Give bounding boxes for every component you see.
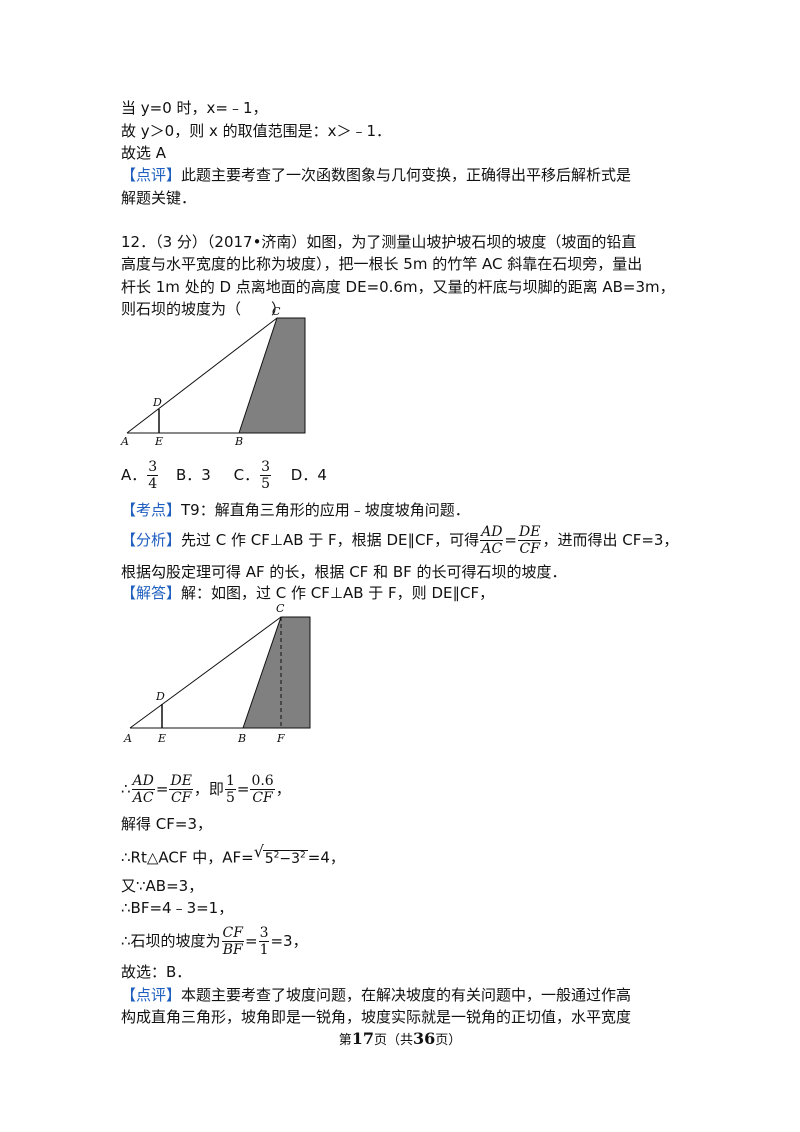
fraction-06-cf: 0.6 CF [250, 773, 275, 806]
solution-text: ， [275, 780, 291, 798]
options-row: A． 3 4 B．3 C． 3 5 D．4 [121, 458, 327, 492]
kaodian-line: 【考点】T9：解直角三角形的应用﹣坡度坡角问题． [121, 500, 470, 520]
label-a: A [123, 732, 132, 745]
jieda-tag: 【解答】 [121, 584, 182, 602]
label-c: C [272, 305, 281, 318]
therefore-symbol: ∴ [121, 780, 131, 798]
solution-line-3: ∴Rt△ACF 中，AF= √ 52−32 =4， [121, 842, 345, 869]
solution-text: ∴石坝的坡度为 [121, 932, 221, 950]
equals-sign: = [155, 780, 169, 798]
solution-line-5: ∴BF=4﹣3=1， [121, 899, 234, 917]
solution-text: =4， [307, 848, 345, 867]
text-line: 解题关键． [121, 189, 197, 207]
dianping-line: 【点评】本题主要考查了坡度问题，在解决坡度的有关问题中，一般通过作高 [121, 985, 631, 1005]
fenxi-text-1: 先过 C 作 CF⊥AB 于 F，根据 DE∥CF，可得 [181, 531, 480, 549]
solution-text: =3， [270, 932, 308, 950]
option-d: D．4 [290, 466, 327, 484]
kaodian-tag: 【考点】 [121, 501, 182, 519]
text-line: 故选 A [121, 144, 167, 162]
label-c: C [276, 602, 285, 615]
figure-slope-dam-solution: A E B F D C [123, 602, 311, 745]
solution-text: ∴Rt△ACF 中，AF= [121, 848, 254, 867]
dianping-tag: 【点评】 [121, 986, 182, 1004]
label-e: E [157, 732, 166, 745]
label-b: B [234, 435, 243, 448]
comment-text: 此题主要考查了一次函数图象与几何变换，正确得出平移后解析式是 [181, 166, 632, 184]
comment-line: 【点评】此题主要考查了一次函数图象与几何变换，正确得出平移后解析式是 [121, 165, 631, 185]
dam-shape [242, 616, 311, 729]
question-line: 杆长 1m 处的 D 点离地面的高度 DE=0.6m，又量的杆底与坝脚的距离 A… [121, 278, 675, 296]
solution-line-2: 解得 CF=3， [121, 815, 212, 833]
footer-text: 第 [338, 1033, 352, 1048]
question-line: 高度与水平宽度的比称为坡度），把一根长 5m 的竹竿 AC 斜靠在石坝旁，量出 [121, 255, 643, 273]
fenxi-line: 【分析】先过 C 作 CF⊥AB 于 F，根据 DE∥CF，可得 AD AC = DE C… [121, 522, 678, 558]
label-e: E [154, 435, 163, 448]
label-d: D [152, 396, 162, 409]
fraction-de-cf: DE CF [169, 773, 193, 806]
page-footer: 第17页（共36页） [0, 1029, 800, 1048]
page-number: 17 [351, 1029, 374, 1048]
equals-sign: = [244, 932, 258, 950]
jieda-line: 【解答】解：如图，过 C 作 CF⊥AB 于 F，则 DE∥CF， [121, 583, 494, 603]
jieda-text: 解：如图，过 C 作 CF⊥AB 于 F，则 DE∥CF， [181, 584, 495, 602]
dianping-text: 本题主要考查了坡度问题，在解决坡度的有关问题中，一般通过作高 [181, 986, 632, 1004]
fraction-cf-bf: CF BF [221, 925, 244, 958]
fraction-de-cf: DE CF [518, 524, 542, 557]
fenxi-tag: 【分析】 [121, 531, 182, 549]
option-a-label: A． [121, 466, 147, 484]
option-c-label: C． [233, 466, 260, 484]
solution-line-7: 故选：B． [121, 963, 192, 981]
equals-sign: = [504, 531, 517, 549]
solution-line-4: 又∵AB=3， [121, 877, 204, 895]
solution-text: ，即 [193, 780, 224, 798]
solution-line-1: ∴ AD AC = DE CF ，即 1 5 = 0.6 CF， [121, 770, 291, 808]
kaodian-text: T9：解直角三角形的应用﹣坡度坡角问题． [181, 501, 470, 519]
pole-line [126, 317, 278, 434]
dam-shape [238, 317, 306, 434]
option-b: B．3 [175, 466, 211, 484]
footer-text: 页（共 [373, 1033, 413, 1048]
pole-line [129, 616, 282, 729]
square-root: √ 52−32 [253, 842, 308, 867]
solution-line-6: ∴石坝的坡度为 CF BF = 3 1 =3， [121, 922, 308, 960]
footer-text: 页） [435, 1033, 462, 1048]
fraction-ad-ac: AD AC [131, 773, 155, 806]
text-line: 故 y＞0，则 x 的取值范围是：x＞﹣1． [121, 122, 392, 140]
fenxi-line-2: 根据勾股定理可得 AF 的长，根据 CF 和 BF 的长可得石坝的坡度． [121, 563, 567, 581]
equals-sign: = [236, 780, 250, 798]
figure-slope-dam: A E B D C [120, 305, 306, 448]
fenxi-text-2: ，进而得出 CF=3， [542, 531, 679, 549]
question-line: 则石坝的坡度为（ ） [121, 300, 287, 318]
label-a: A [120, 435, 129, 448]
label-f: F [276, 732, 285, 745]
comment-tag: 【点评】 [121, 166, 182, 184]
fraction-ad-ac: AD AC [480, 524, 504, 557]
text-line: 当 y=0 时，x=﹣1， [121, 99, 268, 117]
label-d: D [155, 690, 165, 703]
page-total: 36 [413, 1029, 436, 1048]
dianping-line-2: 构成直角三角形，坡角即是一锐角，坡度实际就是一锐角的正切值，水平宽度 [121, 1008, 632, 1026]
question-line: 12．（3 分）（2017•济南）如图，为了测量山坡护坡石坝的坡度（坡面的铅直 [121, 233, 637, 251]
label-b: B [237, 732, 246, 745]
